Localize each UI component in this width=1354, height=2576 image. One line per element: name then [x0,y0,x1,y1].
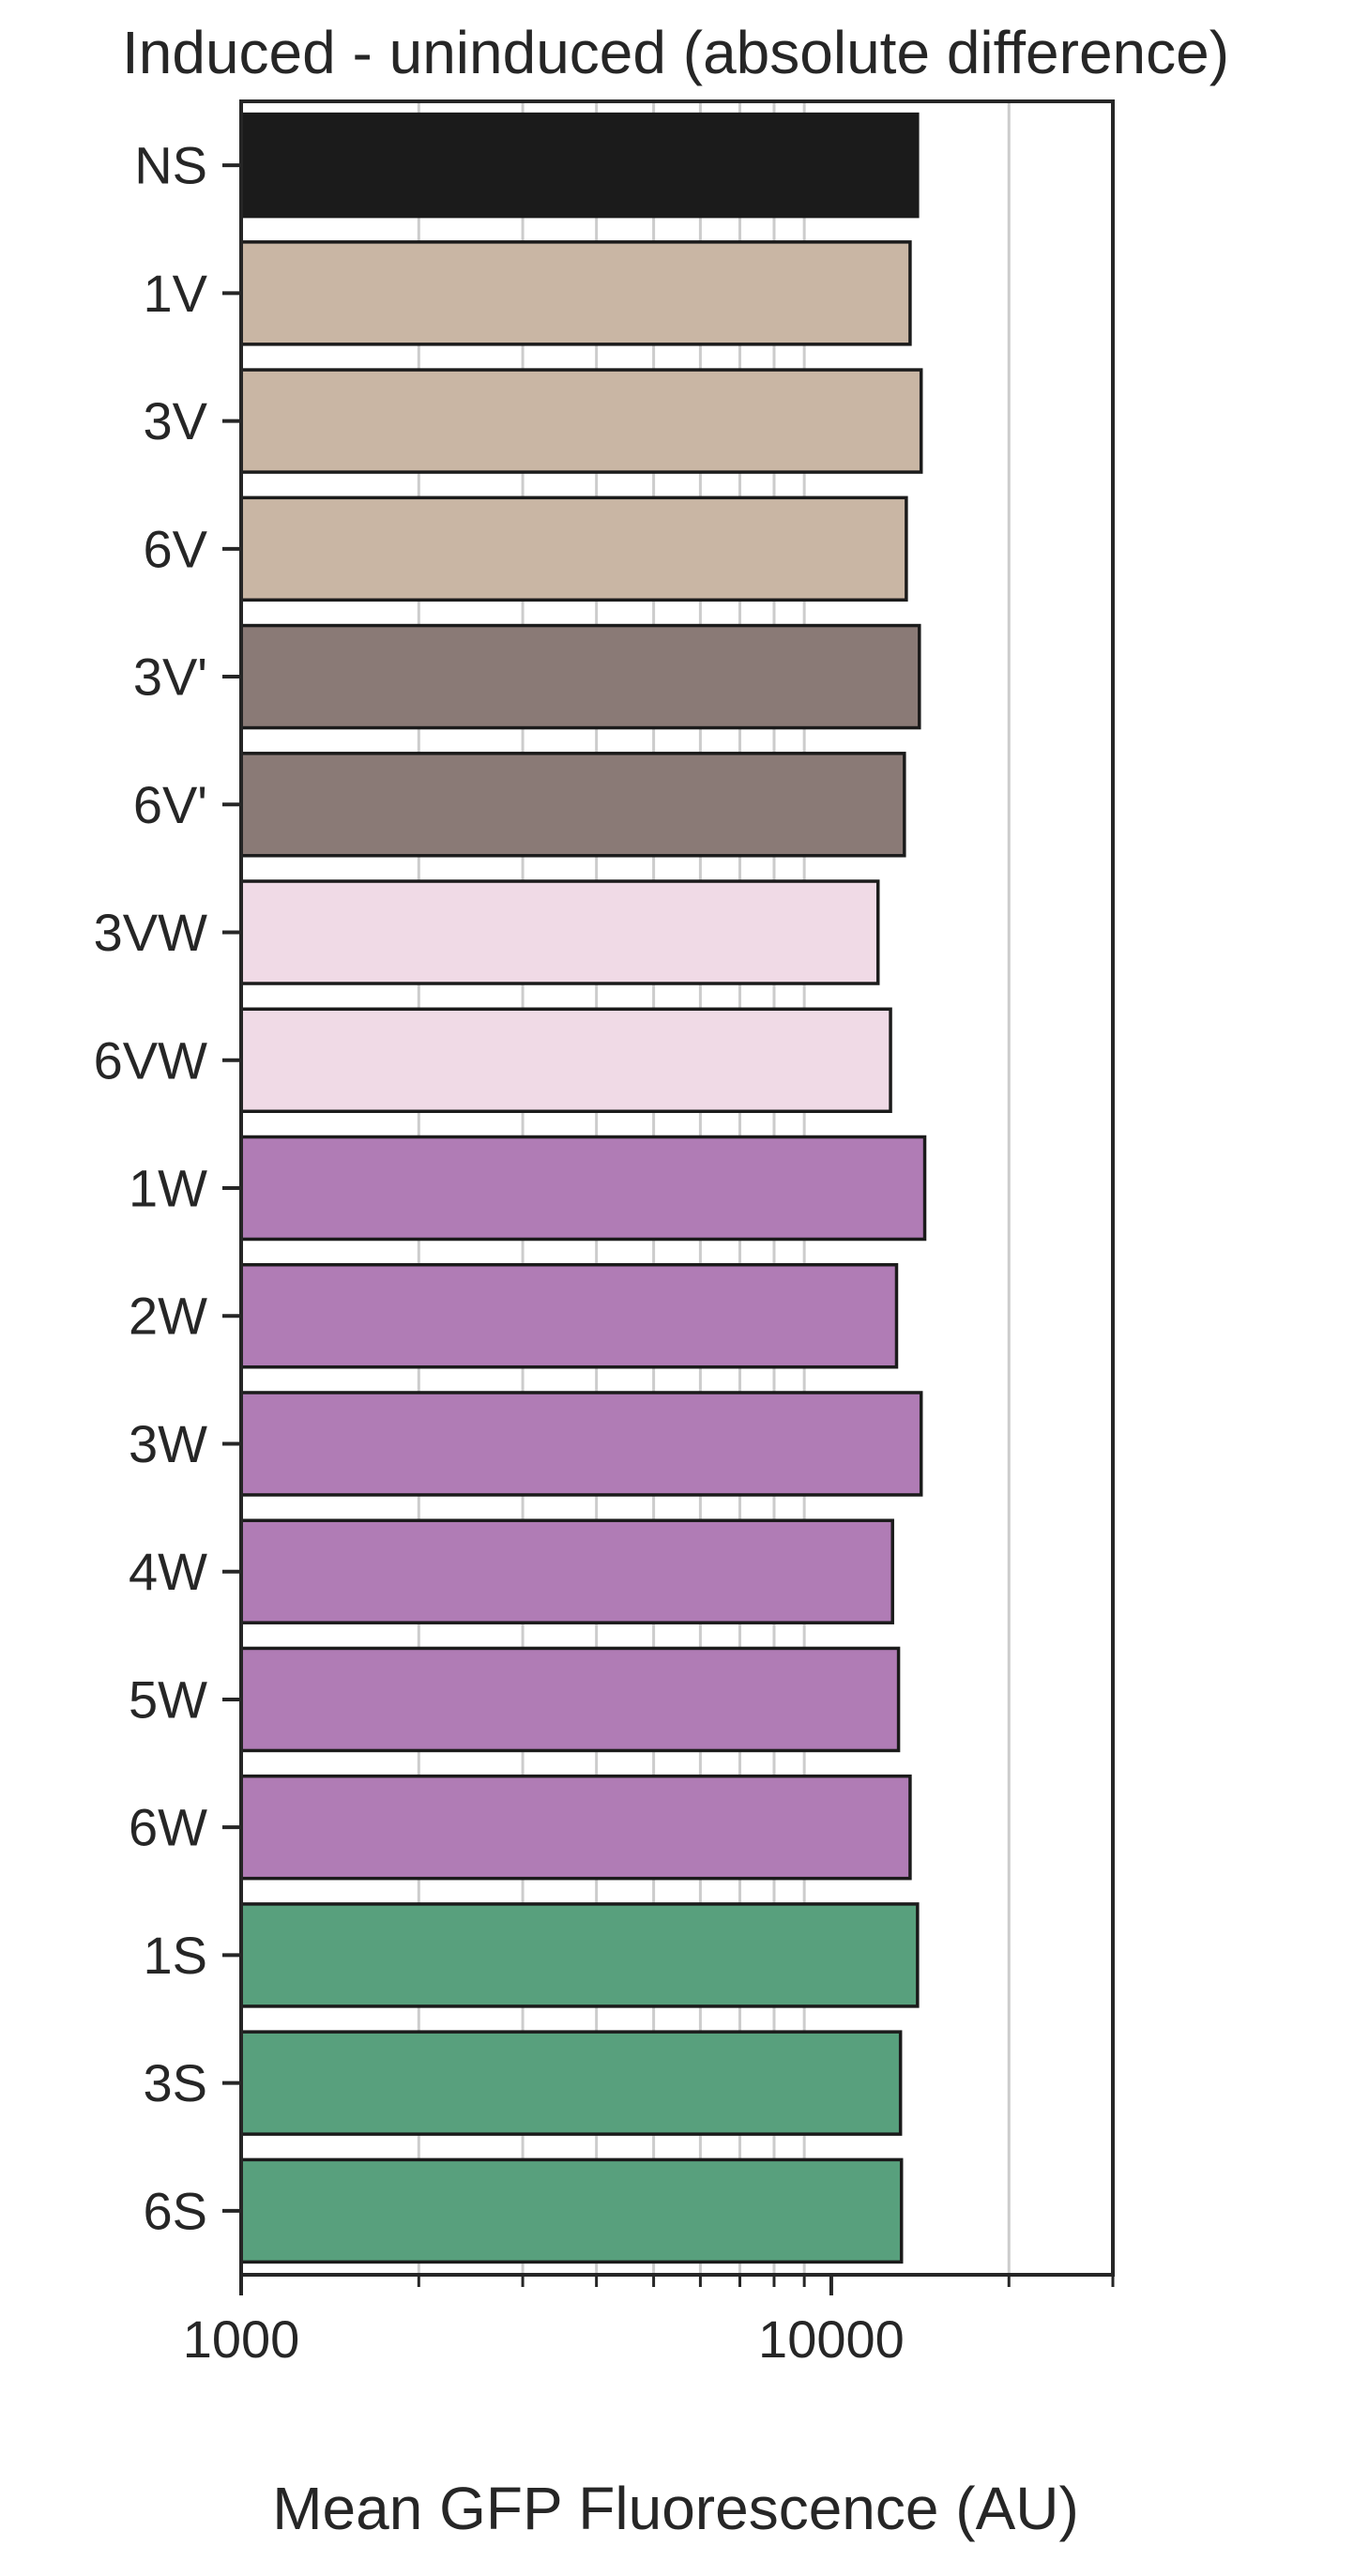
bar-3v [239,368,923,474]
x-axis: 1000 10000 [183,2275,1115,2369]
y-tick-label: 5W [129,1669,207,1729]
y-tick-label: 1S [144,1926,208,1985]
bar-2w [239,1262,899,1369]
bar-6vw [239,1007,892,1114]
bar-3w [239,1391,923,1497]
y-tick-label: 6S [144,2181,208,2240]
y-tick-label: 2W [129,1287,207,1346]
y-tick-label: 6VW [94,1030,207,1090]
x-tick-label: 1000 [183,2309,300,2369]
chart-title: Induced - uninduced (absolute difference… [122,19,1229,86]
bar-4w [239,1518,894,1624]
bar-5w [239,1646,901,1753]
bar-ns [239,112,920,219]
bar-6v [239,752,906,858]
bar-6s [239,2157,904,2264]
bar-6w [239,1774,912,1881]
y-tick-label: 4W [129,1542,207,1601]
y-tick-label: 3W [129,1414,207,1473]
bar-1s [239,1902,920,2008]
x-axis-label: Mean GFP Fluorescence (AU) [272,2475,1079,2542]
y-tick-label: 1V [144,264,208,323]
bar-3v [239,623,921,730]
y-tick-label: 3V' [133,648,207,707]
y-tick-label: 6V [144,519,208,578]
y-tick-label: 6W [129,1798,207,1857]
bars [239,112,927,2264]
bar-3s [239,2030,903,2136]
y-tick-label: 3V [144,391,208,450]
y-tick-label: 6V' [133,775,207,834]
y-tick-label: NS [134,136,207,195]
y-axis: NS 1V 3V 6V 3V' 6V' 3VW 6VW 1W 2W 3W 4W 5W 6W 1S 3S 6S [94,136,241,2240]
bar-6v [239,495,908,602]
y-tick-label: 1W [129,1159,207,1218]
y-tick-label: 3S [144,2053,208,2112]
bar-3vw [239,879,880,985]
bar-1w [239,1135,927,1242]
bar-1v [239,240,912,346]
y-tick-label: 3VW [94,903,207,962]
x-tick-label: 10000 [758,2309,905,2369]
